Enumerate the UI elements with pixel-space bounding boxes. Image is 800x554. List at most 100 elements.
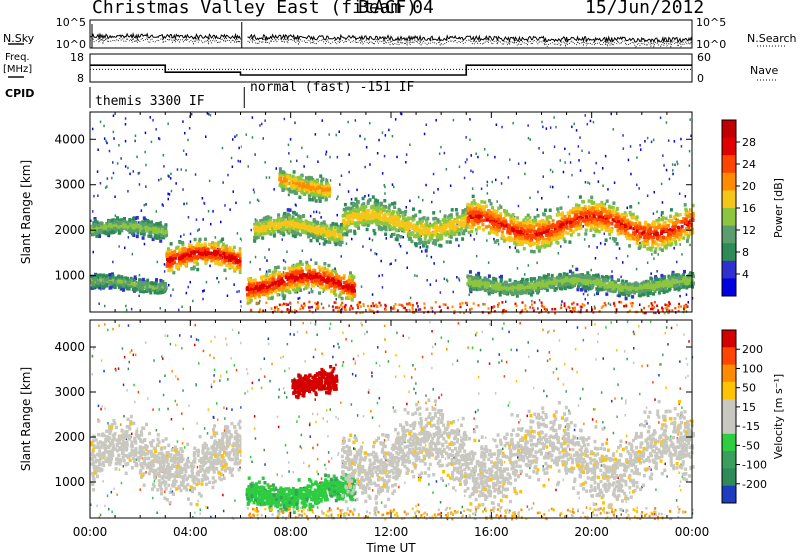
power-band-cell (262, 274, 266, 279)
power-band-cell (333, 269, 337, 274)
power-noise-point (524, 161, 527, 165)
power-band-cell (145, 228, 149, 232)
power-band-cell (279, 176, 283, 180)
power-noise-point (487, 261, 490, 264)
power-noise-point (626, 206, 628, 210)
power-band-cell (294, 212, 298, 216)
power-band-cell (635, 241, 639, 245)
power-band-cell (116, 279, 120, 284)
power-band-cell (321, 266, 325, 271)
power-noise-point (231, 165, 234, 168)
power-noise-point (475, 254, 478, 258)
power-noise-point (254, 255, 257, 259)
power-band-cell (114, 221, 118, 226)
power-noise-point (218, 280, 220, 284)
power-noise-point (207, 210, 210, 213)
power-noise-point (163, 165, 165, 168)
power-band-cell (333, 240, 337, 244)
power-noise-point (156, 260, 159, 264)
power-band-cell (409, 222, 413, 226)
power-band-cell (142, 224, 146, 228)
power-band-cell (461, 221, 465, 226)
power-noise-point (356, 188, 358, 192)
power-band-cell (660, 211, 664, 215)
power-noise-point (561, 300, 563, 303)
power-band-cell (305, 273, 308, 277)
power-band-cell (601, 205, 605, 209)
power-band-cell (257, 287, 261, 292)
power-band-cell (309, 185, 313, 189)
power-band-cell (231, 265, 235, 269)
power-band-cell (630, 221, 634, 225)
power-band-cell (268, 284, 272, 288)
power-band-cell (279, 287, 283, 292)
power-band-cell (375, 218, 378, 223)
power-band-cell (533, 229, 536, 234)
power-noise-point (620, 275, 622, 279)
power-band-cell (222, 249, 226, 253)
power-noise-point (469, 234, 472, 237)
power-band-cell (340, 236, 344, 240)
power-noise-point (612, 128, 614, 131)
power-band-cell (180, 256, 184, 261)
power-band-cell (531, 222, 535, 226)
power-band-cell (258, 284, 262, 289)
power-band-cell (189, 243, 193, 248)
power-band-cell (315, 192, 319, 197)
power-noise-point (140, 209, 143, 212)
power-band-cell (282, 180, 286, 184)
power-band-cell (261, 236, 265, 240)
power-noise-point (181, 305, 183, 308)
power-noise-point (661, 201, 664, 204)
power-band-cell (319, 174, 323, 178)
power-noise-point (425, 123, 427, 126)
power-band-cell (587, 199, 591, 203)
power-noise-point (406, 251, 408, 255)
power-band-cell (281, 284, 285, 289)
power-band-cell (668, 243, 672, 247)
power-band-cell (298, 187, 302, 191)
power-band-cell (158, 284, 162, 289)
power-band-cell (142, 285, 145, 289)
power-band-cell (300, 276, 304, 280)
power-band-cell (178, 256, 182, 260)
power-noise-point (578, 159, 580, 162)
power-band-cell (296, 231, 300, 236)
power-band-cell (325, 233, 329, 238)
power-band-cell (645, 239, 649, 243)
power-noise-point (458, 244, 460, 247)
power-band-cell (268, 269, 271, 273)
power-band-cell (151, 286, 155, 290)
power-band-cell (338, 293, 342, 297)
power-band-cell (282, 232, 286, 237)
power-band-cell (288, 173, 292, 178)
power-band-cell (395, 237, 399, 242)
power-band-cell (166, 262, 169, 266)
power-band-cell (688, 215, 692, 219)
power-noise-point (105, 139, 107, 143)
power-band-cell (216, 244, 220, 248)
power-band-cell (155, 222, 159, 226)
power-band-cell (498, 226, 501, 231)
power-band-cell (427, 224, 431, 228)
freq-tick-top: 18 (70, 51, 84, 64)
power-band-cell (105, 278, 109, 282)
power-noise-point (99, 120, 102, 124)
power-band-cell (482, 205, 486, 209)
power-band-cell (196, 262, 199, 266)
power-noise-point (529, 196, 531, 200)
power-band-cell (295, 277, 299, 281)
power-band-cell (238, 265, 242, 270)
power-band-cell (448, 234, 452, 238)
power-band-cell (327, 276, 330, 281)
power-noise-point (509, 246, 511, 249)
power-noise-point (577, 145, 580, 148)
power-band-cell (586, 210, 590, 214)
power-band-cell (604, 214, 607, 218)
power-band-cell (658, 247, 662, 251)
power-band-cell (141, 277, 145, 282)
power-noise-point (118, 245, 120, 248)
power-band-cell (654, 241, 658, 246)
power-band-cell (285, 224, 289, 229)
power-band-cell (266, 276, 270, 280)
